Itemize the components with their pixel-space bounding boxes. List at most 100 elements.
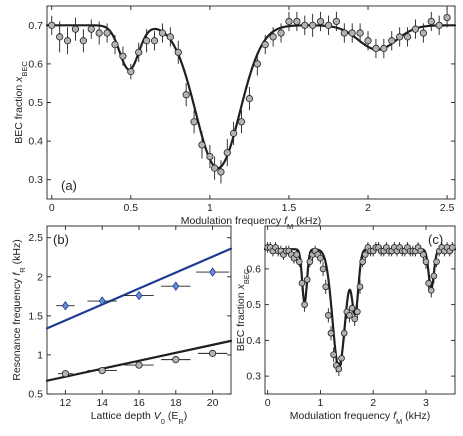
plot-frame xyxy=(264,225,456,395)
data-point xyxy=(253,60,261,68)
data-point-diamond xyxy=(209,267,217,277)
data-point xyxy=(56,33,64,41)
data-point xyxy=(269,33,277,41)
data-point xyxy=(223,149,231,157)
data-point xyxy=(209,349,217,357)
data-point xyxy=(301,21,309,29)
panel-a-chart: 0 0.5 1 1.5 2 2.5 0.3 0.4 0.5 0.6 0.7 Modulation fr… xyxy=(13,5,457,231)
data-point xyxy=(95,29,103,37)
y-tick-label: 0.3 xyxy=(246,371,261,383)
data-point xyxy=(411,25,420,33)
y-tick-label: 0.5 xyxy=(28,389,43,401)
data-point xyxy=(135,48,143,56)
data-point xyxy=(332,17,340,26)
data-point xyxy=(372,44,380,53)
data-point xyxy=(217,168,225,176)
x-axis-label: Modulation frequency fM (kHz) xyxy=(181,215,322,231)
data-point xyxy=(403,33,412,41)
x-tick-label: 12 xyxy=(60,397,72,409)
data-point xyxy=(158,29,167,37)
y-tick-label: 0.7 xyxy=(28,20,43,32)
data-point xyxy=(317,254,324,262)
data-point xyxy=(359,258,366,266)
data-point xyxy=(174,48,182,56)
data-point xyxy=(348,304,356,312)
fit-curve xyxy=(263,248,457,369)
panel-label: (b) xyxy=(53,232,69,247)
data-point xyxy=(127,68,135,76)
data-point xyxy=(338,354,345,362)
data-point-diamond xyxy=(98,296,106,306)
x-tick-label: 20 xyxy=(207,397,219,409)
data-point xyxy=(143,37,151,45)
data-point xyxy=(433,258,440,266)
data-point xyxy=(303,276,311,283)
data-point xyxy=(206,152,214,161)
data-point xyxy=(354,308,361,316)
data-point xyxy=(396,33,404,41)
data-point xyxy=(340,29,348,37)
y-axis-label: Resonance frequency fR (kHz) xyxy=(11,239,27,380)
data-point xyxy=(324,21,333,29)
data-point xyxy=(380,44,388,53)
x-tick-label: 0 xyxy=(265,397,271,409)
y-tick-label: 2.5 xyxy=(28,232,43,244)
data-point xyxy=(63,37,72,45)
data-point xyxy=(285,17,293,26)
data-point xyxy=(356,29,364,37)
data-point xyxy=(182,91,190,99)
data-point xyxy=(319,265,327,273)
data-point xyxy=(348,29,356,37)
y-tick-label: 0.4 xyxy=(28,136,43,148)
x-axis-label: Lattice depth V0 (ER) xyxy=(91,410,188,426)
data-point xyxy=(277,29,285,37)
data-point xyxy=(48,21,56,29)
x-tick-label: 0 xyxy=(49,202,55,214)
x-tick-label: 2 xyxy=(370,397,376,409)
data-point xyxy=(293,17,301,26)
data-point xyxy=(420,251,427,258)
data-point xyxy=(449,244,456,251)
data-point-diamond xyxy=(61,301,69,311)
data-point xyxy=(422,258,430,266)
data-point xyxy=(316,17,325,26)
x-axis-label: Modulation frequency fM (kHz) xyxy=(290,410,431,426)
data-point xyxy=(419,29,427,37)
data-point xyxy=(119,52,127,60)
data-point xyxy=(298,279,306,287)
y-tick-label: 0.6 xyxy=(28,58,43,70)
x-tick-label: 18 xyxy=(170,397,182,409)
data-point xyxy=(335,365,343,373)
x-tick-label: 0.5 xyxy=(124,202,139,214)
data-point xyxy=(306,258,314,266)
data-point xyxy=(309,21,317,29)
data-point xyxy=(166,33,174,41)
y-tick-label: 0.5 xyxy=(28,97,43,109)
data-point xyxy=(346,312,353,319)
fit-line xyxy=(45,247,233,330)
data-point xyxy=(135,361,143,369)
panel-label: (a) xyxy=(61,178,77,193)
data-point xyxy=(427,17,435,26)
data-point-diamond xyxy=(135,290,143,301)
data-point xyxy=(301,301,308,308)
data-point xyxy=(293,251,300,258)
fit-line xyxy=(45,339,233,382)
x-tick-label: 16 xyxy=(133,397,145,409)
y-tick-label: 0.3 xyxy=(28,174,43,186)
data-point xyxy=(427,287,435,294)
data-point xyxy=(296,258,303,266)
plot-frame xyxy=(46,225,232,395)
y-axis-label: BEC fraction xBEC xyxy=(13,61,29,144)
data-point xyxy=(425,279,432,287)
data-point xyxy=(388,37,396,45)
data-point xyxy=(237,118,246,126)
data-point xyxy=(198,141,206,149)
x-tick-label: 14 xyxy=(96,397,108,409)
data-point xyxy=(103,29,111,37)
x-tick-label: 2.5 xyxy=(440,202,455,214)
data-point-diamond xyxy=(172,281,180,291)
data-point xyxy=(356,283,364,291)
data-point xyxy=(61,370,70,378)
